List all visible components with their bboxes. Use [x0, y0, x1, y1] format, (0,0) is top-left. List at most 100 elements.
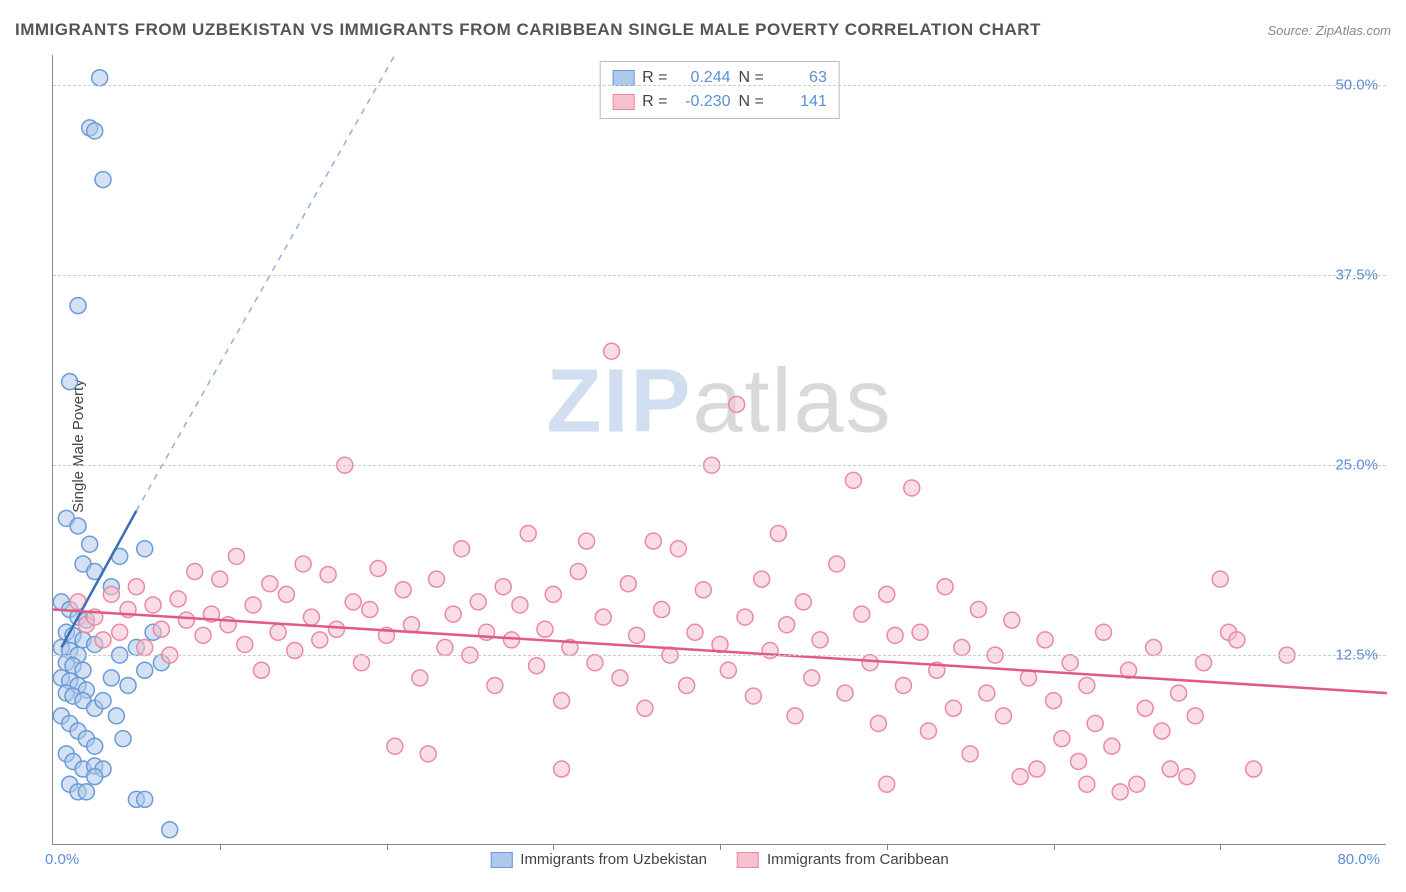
legend-label-0: Immigrants from Uzbekistan	[520, 851, 707, 868]
scatter-point	[429, 571, 445, 587]
scatter-point	[137, 640, 153, 656]
scatter-point	[795, 594, 811, 610]
n-value-1: 141	[772, 90, 827, 114]
gridline	[53, 85, 1386, 86]
plot-area: ZIPatlas R = 0.244 N = 63 R = -0.230 N =…	[52, 55, 1386, 845]
scatter-point	[412, 670, 428, 686]
x-tick	[1054, 844, 1055, 850]
scatter-point	[445, 606, 461, 622]
scatter-point	[579, 533, 595, 549]
scatter-point	[862, 655, 878, 671]
scatter-point	[554, 761, 570, 777]
scatter-point	[762, 643, 778, 659]
scatter-point	[1171, 685, 1187, 701]
scatter-point	[1162, 761, 1178, 777]
scatter-point	[253, 662, 269, 678]
scatter-point	[115, 731, 131, 747]
scatter-point	[629, 627, 645, 643]
scatter-point	[737, 609, 753, 625]
legend-swatch-0	[490, 852, 512, 868]
scatter-point	[320, 567, 336, 583]
scatter-point	[1129, 776, 1145, 792]
scatter-point	[1062, 655, 1078, 671]
scatter-point	[153, 621, 169, 637]
scatter-point	[95, 172, 111, 188]
scatter-point	[829, 556, 845, 572]
scatter-point	[970, 602, 986, 618]
x-origin-label: 0.0%	[45, 851, 79, 868]
scatter-point	[1004, 612, 1020, 628]
scatter-point	[554, 693, 570, 709]
scatter-point	[895, 677, 911, 693]
scatter-point	[454, 541, 470, 557]
legend-label-1: Immigrants from Caribbean	[767, 851, 949, 868]
scatter-point	[529, 658, 545, 674]
scatter-point	[92, 70, 108, 86]
gridline	[53, 655, 1386, 656]
scatter-point	[545, 586, 561, 602]
scatter-point	[504, 632, 520, 648]
scatter-point	[128, 579, 144, 595]
n-label-1: N =	[739, 90, 764, 114]
scatter-point	[237, 636, 253, 652]
r-label-1: R =	[642, 90, 667, 114]
scatter-point	[1046, 693, 1062, 709]
scatter-point	[228, 548, 244, 564]
scatter-point	[178, 612, 194, 628]
scatter-point	[520, 526, 536, 542]
scatter-point	[620, 576, 636, 592]
scatter-point	[137, 791, 153, 807]
scatter-point	[345, 594, 361, 610]
scatter-point	[108, 708, 124, 724]
scatter-point	[587, 655, 603, 671]
scatter-point	[137, 541, 153, 557]
scatter-point	[82, 536, 98, 552]
scatter-point	[804, 670, 820, 686]
scatter-point	[954, 640, 970, 656]
bottom-legend: Immigrants from Uzbekistan Immigrants fr…	[490, 851, 948, 868]
scatter-point	[879, 776, 895, 792]
scatter-point	[170, 591, 186, 607]
scatter-point	[395, 582, 411, 598]
stats-legend-box: R = 0.244 N = 63 R = -0.230 N = 141	[599, 61, 840, 119]
scatter-point	[920, 723, 936, 739]
scatter-point	[75, 662, 91, 678]
scatter-point	[103, 670, 119, 686]
scatter-point	[1096, 624, 1112, 640]
scatter-point	[1112, 784, 1128, 800]
scatter-point	[78, 784, 94, 800]
scatter-point	[770, 526, 786, 542]
scatter-point	[645, 533, 661, 549]
scatter-point	[1012, 769, 1028, 785]
scatter-point	[604, 343, 620, 359]
x-tick	[887, 844, 888, 850]
r-label-0: R =	[642, 66, 667, 90]
scatter-point	[120, 677, 136, 693]
y-tick-label: 50.0%	[1335, 77, 1378, 94]
scatter-point	[1212, 571, 1228, 587]
scatter-point	[328, 621, 344, 637]
scatter-point	[854, 606, 870, 622]
scatter-point	[195, 627, 211, 643]
scatter-point	[570, 564, 586, 580]
scatter-point	[745, 688, 761, 704]
scatter-point	[245, 597, 261, 613]
scatter-point	[95, 693, 111, 709]
scatter-point	[695, 582, 711, 598]
scatter-point	[679, 677, 695, 693]
scatter-point	[595, 609, 611, 625]
scatter-point	[87, 769, 103, 785]
scatter-point	[270, 624, 286, 640]
scatter-point	[278, 586, 294, 602]
scatter-point	[812, 632, 828, 648]
scatter-point	[754, 571, 770, 587]
scatter-point	[904, 480, 920, 496]
scatter-point	[70, 518, 86, 534]
gridline	[53, 465, 1386, 466]
scatter-point	[404, 617, 420, 633]
scatter-point	[312, 632, 328, 648]
scatter-point	[845, 472, 861, 488]
scatter-point	[979, 685, 995, 701]
scatter-point	[1054, 731, 1070, 747]
scatter-point	[887, 627, 903, 643]
